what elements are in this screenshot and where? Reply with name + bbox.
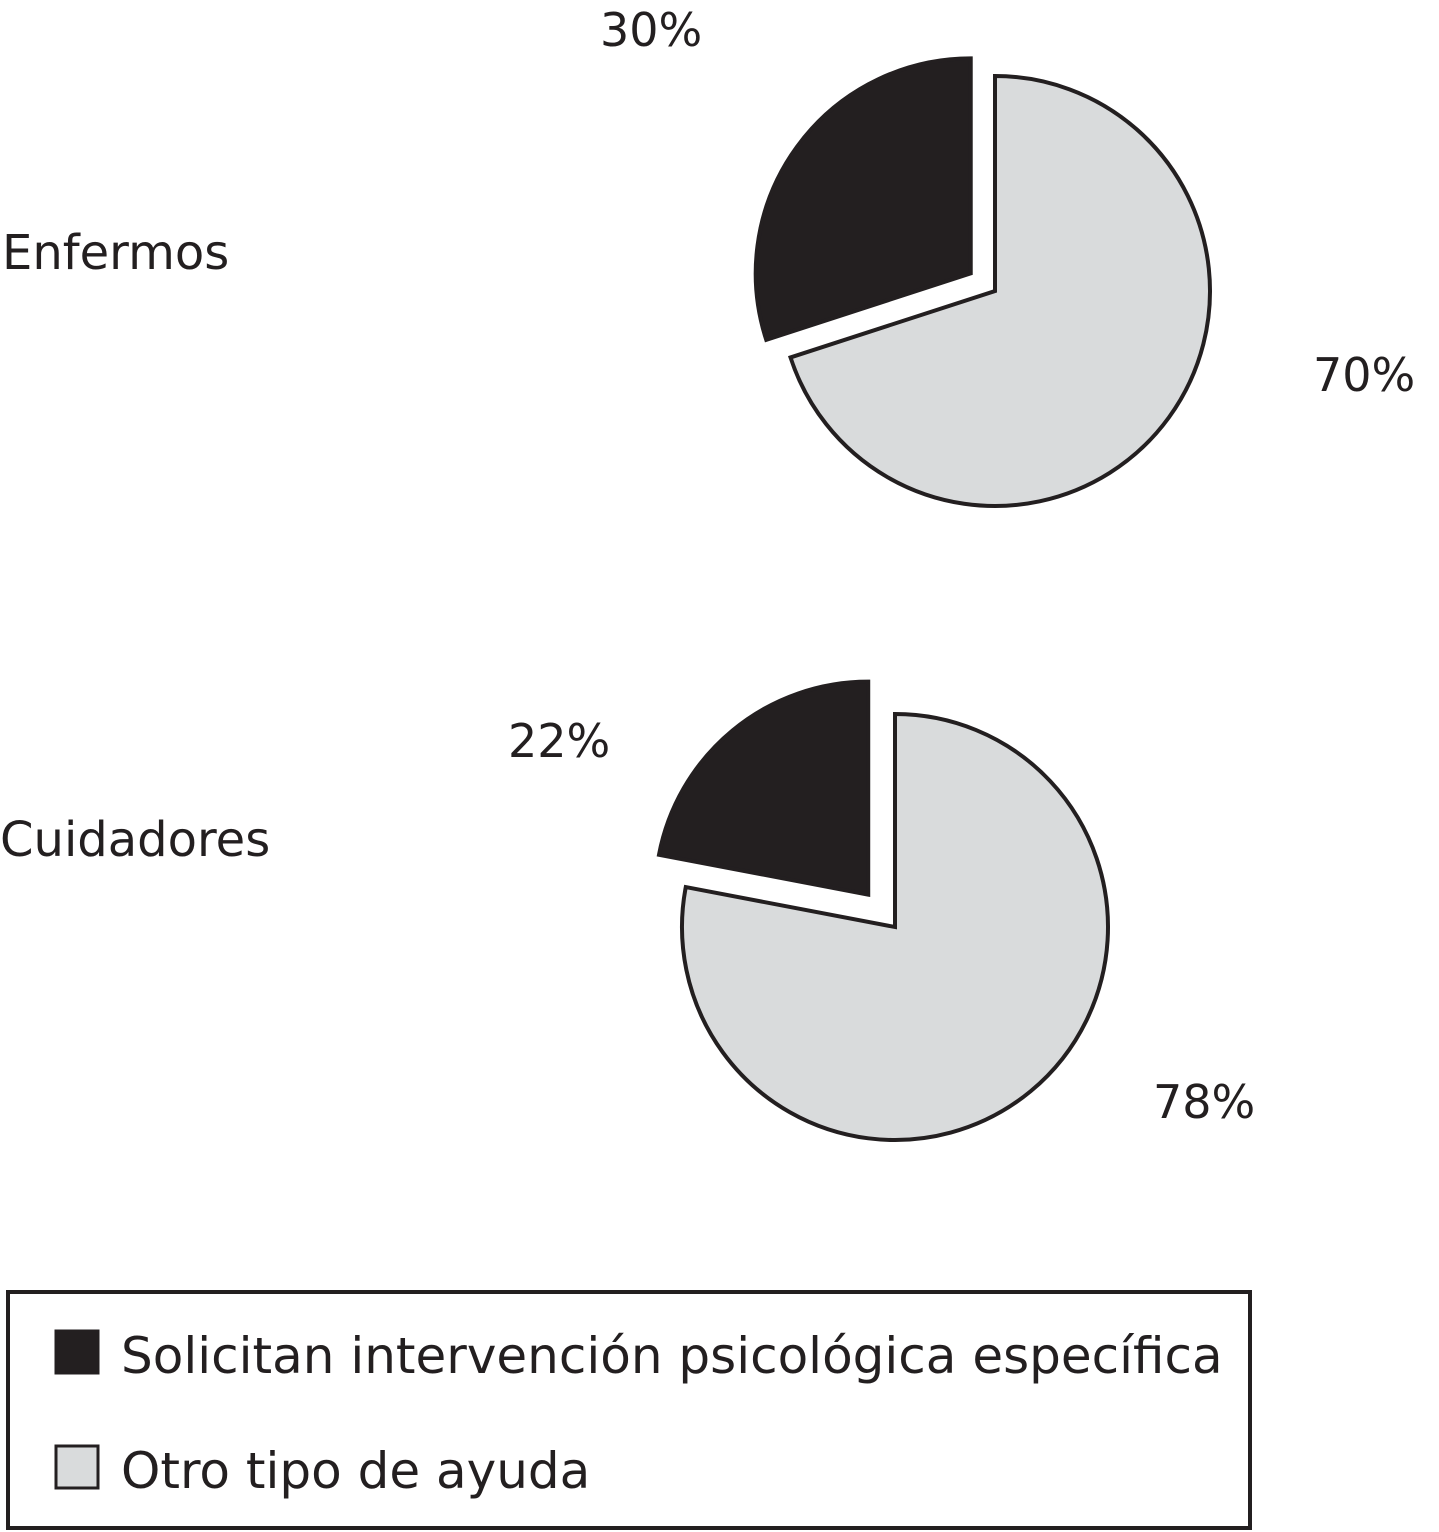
legend-swatch-otro [54, 1444, 100, 1490]
pie-chart-enfermos: Enfermos 30% 70% [2, 3, 1415, 508]
data-label-cuidadores-solicitan: 22% [508, 714, 610, 768]
pie-slice-cuidadores-solicitan [656, 679, 871, 898]
legend-label-solicitan: Solicitan intervención psicológica espec… [121, 1327, 1223, 1385]
legend-swatch-solicitan [54, 1329, 100, 1375]
pie-chart-cuidadores: Cuidadores 22% 78% [0, 679, 1255, 1142]
group-label-enfermos: Enfermos [2, 225, 229, 281]
data-label-cuidadores-otro: 78% [1153, 1075, 1255, 1129]
legend-label-otro: Otro tipo de ayuda [121, 1442, 590, 1500]
legend: Solicitan intervención psicológica espec… [6, 1290, 1252, 1530]
legend-frame [6, 1290, 1252, 1530]
pie-slice-cuidadores-otro [680, 711, 1110, 1142]
data-label-enfermos-solicitan: 30% [600, 3, 702, 57]
pie-slice-enfermos-solicitan [753, 56, 973, 343]
data-label-enfermos-otro: 70% [1313, 348, 1415, 402]
group-label-cuidadores: Cuidadores [0, 812, 270, 868]
pie-slice-enfermos-otro [787, 73, 1212, 508]
